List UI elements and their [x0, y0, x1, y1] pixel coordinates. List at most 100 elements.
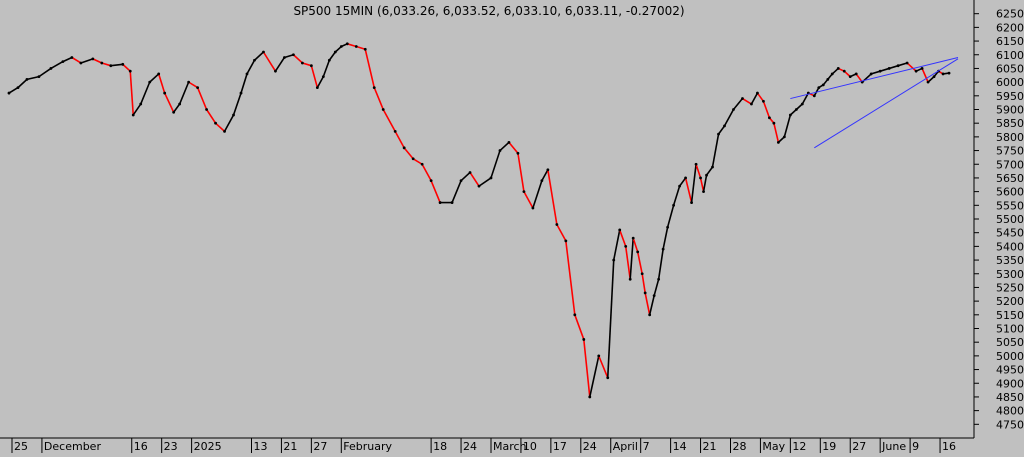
- y-tick-label: 4850: [996, 391, 1024, 404]
- series-point: [624, 244, 628, 248]
- series-point: [196, 86, 200, 89]
- series-point: [262, 50, 265, 54]
- series-point: [245, 72, 249, 76]
- y-tick-label: 6200: [996, 21, 1024, 34]
- x-tick-label: 24: [463, 440, 477, 453]
- series-segment: [541, 169, 549, 182]
- series-segment: [356, 45, 366, 51]
- series-segment: [657, 248, 664, 280]
- series-point: [79, 61, 83, 65]
- series-point: [826, 77, 830, 81]
- series-point: [283, 56, 286, 59]
- series-point: [121, 62, 125, 66]
- y-tick-label: 5250: [996, 281, 1024, 294]
- series-point: [672, 203, 676, 207]
- series-segment: [215, 122, 226, 132]
- series-segment: [196, 87, 208, 110]
- series-segment: [62, 56, 73, 63]
- y-tick-label: 5050: [996, 336, 1024, 349]
- series-segment: [71, 56, 82, 64]
- series-point: [597, 354, 601, 358]
- series-segment: [188, 81, 199, 89]
- y-tick-label: 5750: [996, 145, 1024, 158]
- series-segment: [347, 43, 357, 48]
- series-point: [128, 69, 132, 73]
- series-segment: [253, 51, 265, 61]
- series-segment: [17, 78, 28, 89]
- series-point: [450, 201, 454, 204]
- series-segment: [574, 314, 585, 340]
- y-tick-label: 5800: [996, 131, 1024, 144]
- series-point: [657, 277, 661, 281]
- x-tick-label: 12: [792, 440, 806, 453]
- series-point: [339, 45, 343, 48]
- series-segment: [460, 171, 471, 182]
- series-point: [652, 294, 656, 298]
- series-segment: [157, 73, 166, 94]
- series-point: [516, 151, 520, 155]
- series-point: [830, 72, 834, 76]
- series-point: [817, 86, 821, 89]
- series-segment: [666, 205, 675, 228]
- series-segment: [110, 63, 123, 67]
- series-point: [640, 272, 644, 276]
- series-point: [148, 80, 152, 84]
- series-point: [812, 94, 816, 98]
- series-point: [7, 91, 11, 95]
- series-point: [628, 277, 632, 281]
- series-point: [684, 176, 687, 180]
- series-segment: [629, 238, 634, 280]
- series-segment: [648, 295, 655, 315]
- series-segment: [490, 150, 501, 179]
- y-tick-label: 6100: [996, 49, 1024, 62]
- series-point: [327, 58, 331, 62]
- x-tick-label: 27: [313, 440, 327, 453]
- series-segment: [178, 81, 190, 105]
- series-point: [821, 83, 825, 87]
- series-segment: [756, 92, 765, 102]
- series-segment: [888, 64, 899, 70]
- series-point: [690, 201, 693, 204]
- series-segment: [328, 51, 336, 61]
- series-point: [223, 130, 226, 133]
- y-axis: 4750480048504900495050005050510051505200…: [974, 8, 1024, 431]
- x-tick-label: 28: [732, 440, 746, 453]
- series-segment: [173, 103, 181, 113]
- series-point: [205, 108, 208, 111]
- series-segment: [469, 172, 480, 187]
- series-point: [564, 239, 568, 243]
- series-segment: [921, 68, 929, 83]
- series-point: [214, 121, 217, 125]
- series-segment: [8, 86, 19, 94]
- y-tick-label: 4750: [996, 418, 1024, 431]
- series-point: [702, 190, 705, 194]
- series-point: [905, 61, 909, 65]
- series-point: [381, 108, 385, 111]
- series-segment: [684, 177, 693, 203]
- x-tick-label: 18: [433, 440, 447, 453]
- series-segment: [598, 355, 609, 379]
- series-point: [788, 113, 792, 117]
- series-segment: [412, 158, 423, 165]
- x-tick-label: 14: [673, 440, 687, 453]
- y-tick-label: 4950: [996, 364, 1024, 377]
- x-tick-label: 21: [283, 440, 297, 453]
- series-point: [507, 140, 511, 144]
- series-point: [49, 67, 53, 70]
- series-segment: [732, 98, 744, 111]
- series-point: [25, 77, 29, 81]
- series-segment: [705, 166, 714, 176]
- series-point: [741, 97, 744, 100]
- y-tick-label: 5600: [996, 186, 1024, 199]
- series-segment: [101, 62, 112, 67]
- series-segment: [618, 229, 627, 247]
- series-segment: [632, 237, 639, 253]
- series-point: [606, 376, 610, 380]
- series-point: [612, 258, 616, 262]
- x-tick-label: 7: [643, 440, 650, 453]
- series-point: [61, 60, 65, 63]
- series-segment: [80, 58, 94, 64]
- series-segment: [641, 273, 646, 294]
- series-segment: [364, 49, 376, 88]
- series-segment: [612, 229, 621, 261]
